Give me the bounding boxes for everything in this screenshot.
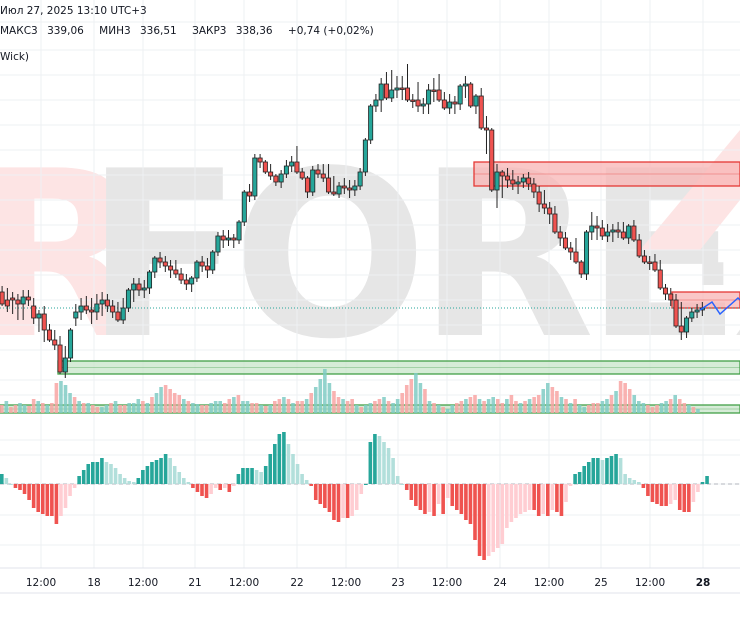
time-axis-label: 12:00 xyxy=(330,577,362,589)
ohlc-change: +0,74 (+0,02%) xyxy=(287,25,374,37)
time-axis-label: 12:00 xyxy=(127,577,159,589)
time-axis-label: 22 xyxy=(290,577,304,589)
candlestick-series xyxy=(0,64,705,378)
time-axis-label: 12:00 xyxy=(634,577,666,589)
time-axis-label: 25 xyxy=(594,577,608,589)
axis-lines xyxy=(0,567,740,594)
forecast-line xyxy=(699,296,740,316)
time-axis-label: 21 xyxy=(188,577,202,589)
ohlc-close: ЗАКР3 338,36 xyxy=(192,25,273,37)
time-axis-label: 24 xyxy=(493,577,507,589)
time-axis-label: 18 xyxy=(87,577,101,589)
time-axis-label: 12:00 xyxy=(431,577,463,589)
header-date: Июл 27, 2025 13:10 UTC+3 xyxy=(0,5,147,17)
ohlc-high: МАКС3 339,06 xyxy=(0,25,84,37)
time-axis-label: 12:00 xyxy=(25,577,57,589)
time-axis-label: 12:00 xyxy=(228,577,260,589)
ohlc-low: МИН3 336,51 xyxy=(99,25,177,37)
oscillator-histogram xyxy=(0,432,740,560)
time-axis-label: 28 xyxy=(695,577,711,589)
header-ohlc: МАКС3 339,06 МИН3 336,51 ЗАКР3 338,36 +0… xyxy=(0,25,380,37)
time-axis-label: 12:00 xyxy=(533,577,565,589)
time-axis-label: 23 xyxy=(391,577,405,589)
volume-series xyxy=(0,369,700,413)
indicator-legend[interactable]: Wick) xyxy=(0,51,30,63)
watermark-r: R xyxy=(0,123,147,390)
